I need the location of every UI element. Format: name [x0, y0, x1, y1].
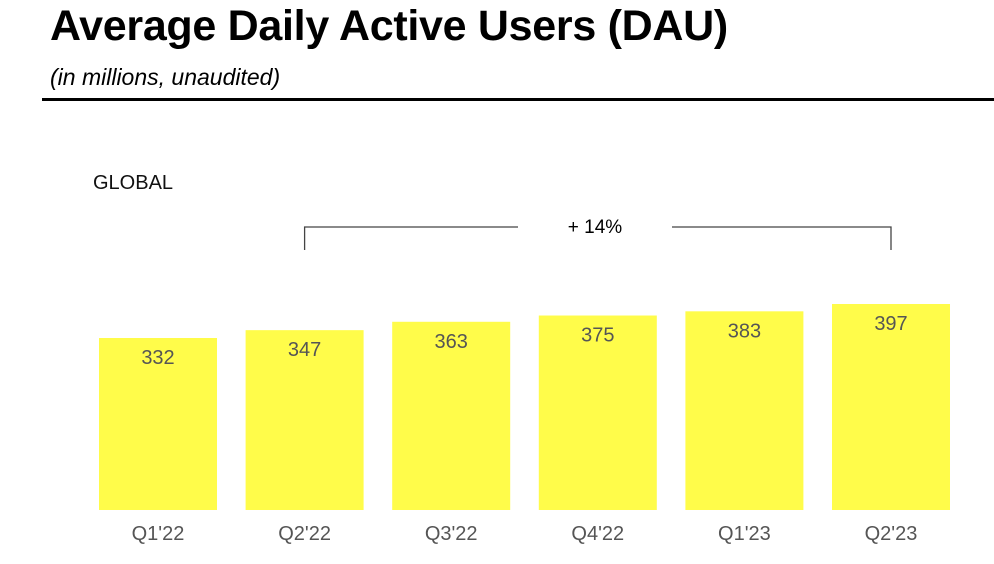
bar-q122 — [99, 338, 217, 510]
x-tick-q122: Q1'22 — [132, 523, 185, 545]
bar-q123 — [685, 311, 804, 510]
value-label-q122: 332 — [141, 347, 174, 369]
value-label-q123: 383 — [728, 320, 761, 342]
x-tick-q123: Q1'23 — [718, 523, 771, 545]
header-divider — [42, 98, 994, 101]
bar-q422 — [538, 315, 657, 510]
value-label-q322: 363 — [435, 331, 468, 353]
x-tick-q222: Q2'22 — [278, 523, 331, 545]
value-label-q222: 347 — [288, 339, 321, 361]
x-tick-q422: Q4'22 — [571, 523, 624, 545]
bar-q322 — [392, 321, 511, 510]
growth-annotation-label: + 14% — [568, 217, 623, 238]
value-label-q422: 375 — [581, 325, 614, 347]
page-title: Average Daily Active Users (DAU) — [50, 2, 728, 50]
bar-q222 — [245, 330, 364, 510]
region-label: GLOBAL — [93, 172, 174, 194]
x-tick-q322: Q3'22 — [425, 523, 478, 545]
growth-bracket — [303, 226, 892, 250]
page-subtitle: (in millions, unaudited) — [50, 64, 281, 90]
value-label-q223: 397 — [874, 313, 907, 335]
x-tick-q223: Q2'23 — [865, 523, 918, 545]
bar-q223 — [832, 304, 950, 510]
